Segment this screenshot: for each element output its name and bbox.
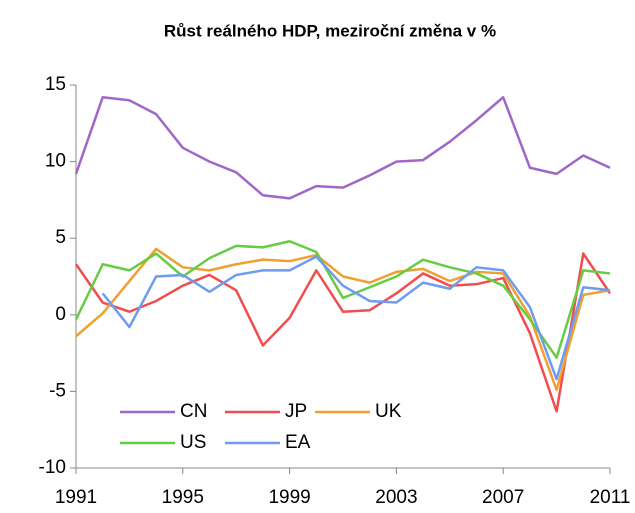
series-line	[74, 96, 611, 200]
y-tick-label: 10	[45, 151, 66, 172]
x-tick-label: 2007	[482, 487, 524, 508]
y-tick-label: 5	[55, 227, 66, 248]
x-tick-label: 2011	[590, 487, 631, 508]
y-tick-label: 0	[55, 304, 66, 325]
x-tick-label: 1999	[268, 487, 310, 508]
x-tick-label: 1995	[162, 487, 204, 508]
series-line	[75, 247, 611, 392]
y-tick-label: -5	[49, 380, 66, 401]
y-tick-label: 15	[45, 74, 66, 95]
legend-label: UK	[375, 401, 402, 422]
series-line	[101, 255, 611, 381]
x-tick-label: 2003	[375, 487, 417, 508]
legend-label: CN	[180, 401, 207, 422]
series-line	[74, 252, 612, 413]
legend-label: JP	[285, 401, 307, 422]
x-tick-label: 1991	[55, 487, 97, 508]
chart-title: Růst reálného HDP, meziroční změna v %	[164, 21, 496, 40]
legend-label: EA	[285, 432, 311, 453]
series-line	[74, 240, 611, 359]
legend-label: US	[180, 432, 206, 453]
y-tick-label: -10	[39, 457, 66, 478]
